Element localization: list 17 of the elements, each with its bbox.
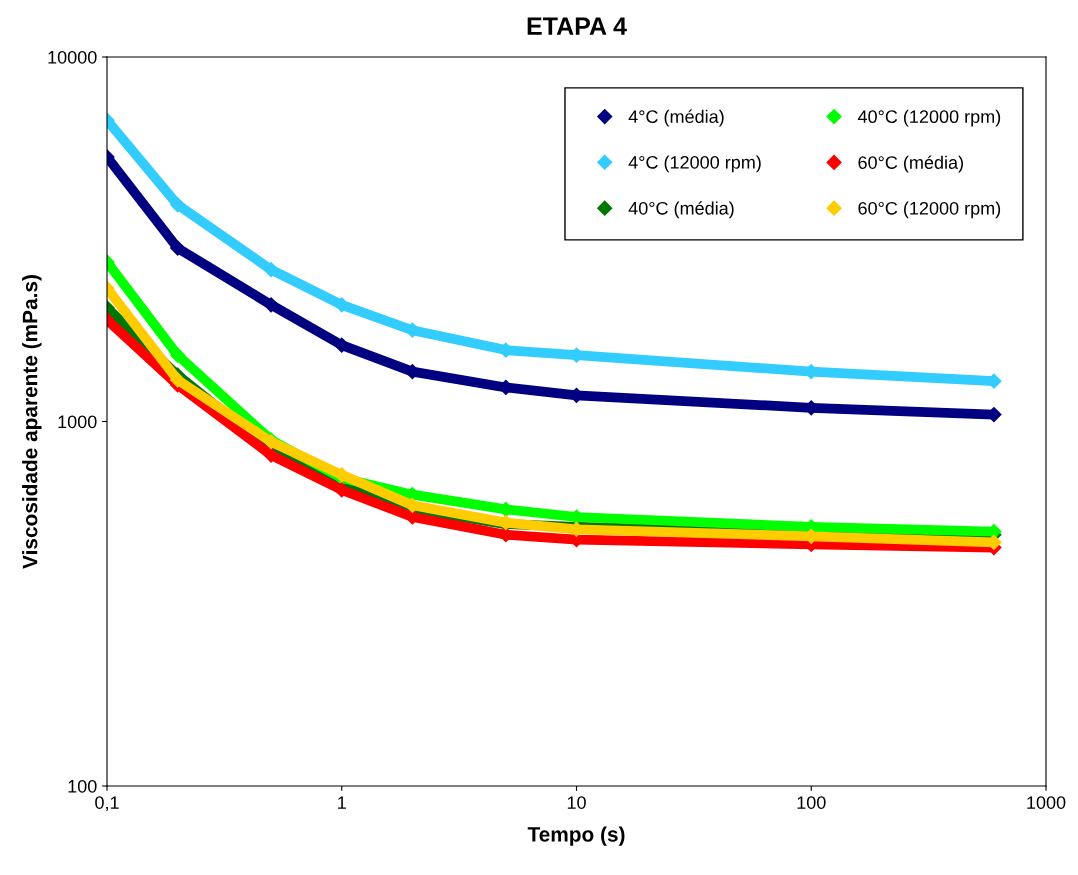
legend-label: 4°C (12000 rpm) — [628, 155, 761, 173]
x-tick-label: 100 — [797, 796, 826, 809]
legend-label: 40°C (12000 rpm) — [857, 109, 1001, 127]
legend-label: 60°C (12000 rpm) — [858, 201, 1001, 219]
x-tick-label: 0,1 — [95, 796, 119, 812]
legend-label: 4°C (média) — [628, 109, 724, 127]
y-tick-label: 10000 — [48, 50, 97, 64]
chart-title: ETAPA 4 — [527, 17, 627, 35]
legend-label: 40°C (média) — [628, 201, 734, 219]
y-axis-title: Viscosidade aparente (mPa.s) — [22, 275, 42, 569]
x-tick-label: 10 — [567, 796, 586, 809]
x-axis-title: Tempo (s) — [527, 826, 625, 846]
x-tick-label: 1 — [338, 796, 346, 809]
legend-label: 60°C (média) — [858, 155, 963, 173]
x-tick-label: 1000 — [1027, 796, 1066, 809]
y-tick-label: 1000 — [58, 415, 97, 429]
y-tick-label: 100 — [68, 779, 97, 793]
